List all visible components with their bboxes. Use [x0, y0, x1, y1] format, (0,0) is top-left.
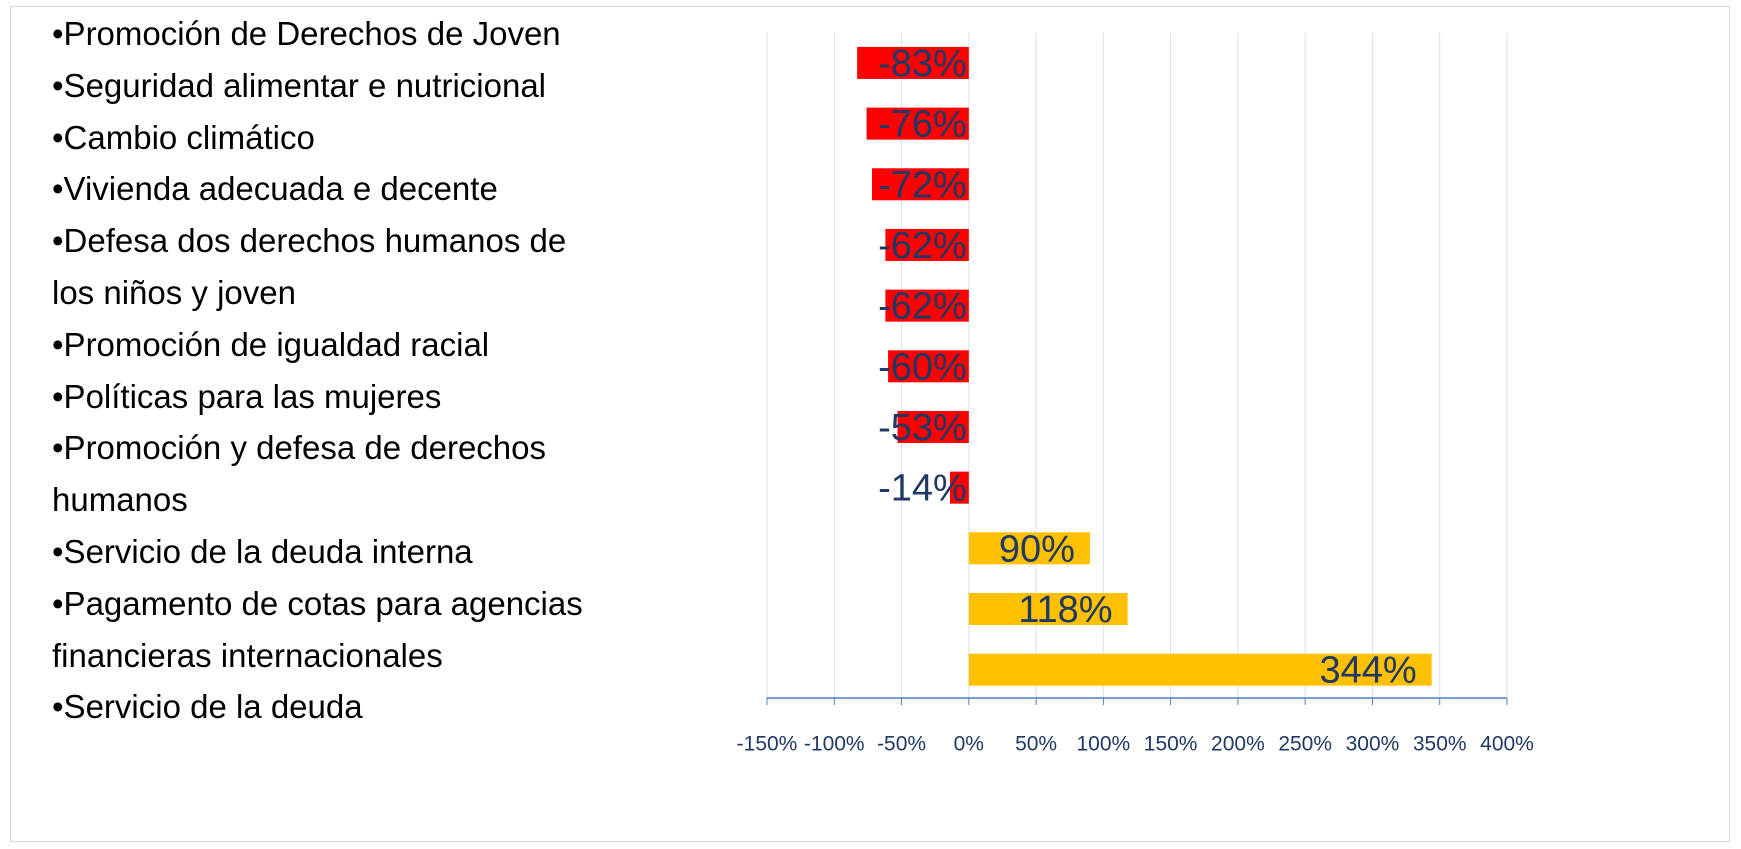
x-tick-label: 300% [1346, 733, 1400, 756]
list-line: los niños y joven [52, 273, 296, 311]
bar [885, 289, 969, 322]
x-tick-label: 100% [1077, 733, 1131, 756]
frame [10, 6, 1730, 842]
list-line: •Servicio de la deuda [52, 688, 363, 726]
x-tick-label: 350% [1413, 733, 1467, 756]
x-tick-label: 250% [1278, 733, 1332, 756]
list-line: •Seguridad alimentar e nutricional [52, 66, 547, 104]
x-tick-label: -150% [737, 733, 798, 756]
x-tick-label: -50% [877, 733, 926, 756]
x-tick-label: 50% [1015, 733, 1057, 756]
bar [866, 107, 969, 140]
bar [888, 350, 969, 383]
list-line: •Políticas para las mujeres [52, 377, 442, 415]
value-label: -14% [878, 468, 967, 510]
value-label: 90% [999, 528, 1075, 570]
bar [857, 46, 969, 79]
bar [968, 592, 1128, 625]
bar [897, 410, 969, 443]
value-label: 118% [1018, 589, 1112, 631]
list-line: •Vivienda adecuada e decente [52, 170, 498, 208]
value-label: -62% [878, 225, 967, 267]
bar [968, 653, 1432, 686]
value-label: -62% [878, 286, 967, 328]
x-tick-label: 200% [1211, 733, 1265, 756]
x-tick-label: 150% [1144, 733, 1198, 756]
bar [968, 532, 1090, 565]
value-label: -72% [878, 164, 967, 206]
bar [949, 471, 969, 504]
list-line: •Defesa dos derechos humanos de [52, 222, 567, 260]
x-tick-label: -100% [804, 733, 865, 756]
list-line: •Promoción de igualdad racial [52, 325, 490, 363]
list-line: financieras internacionales [52, 636, 443, 674]
bar [871, 168, 969, 201]
bullet-list: •Promoción de Derechos de Joven •Segurida… [52, 8, 583, 733]
list-line: •Pagamento de cotas para agencias [52, 584, 583, 622]
value-label: -76% [878, 104, 967, 146]
value-label: -53% [878, 407, 967, 449]
value-label: 344% [1319, 650, 1416, 692]
list-line: •Promoción de Derechos de Joven [52, 15, 561, 52]
value-label: -83% [878, 43, 967, 85]
bar [885, 228, 969, 261]
x-tick-label: 400% [1480, 733, 1534, 756]
list-line: humanos [52, 481, 188, 519]
list-line: •Servicio de la deuda interna [52, 532, 473, 570]
list-line: •Promoción y defesa de derechos [52, 429, 547, 467]
list-line: •Cambio climático [52, 118, 315, 156]
value-label: -60% [878, 346, 967, 388]
x-tick-label: 0% [954, 733, 984, 756]
